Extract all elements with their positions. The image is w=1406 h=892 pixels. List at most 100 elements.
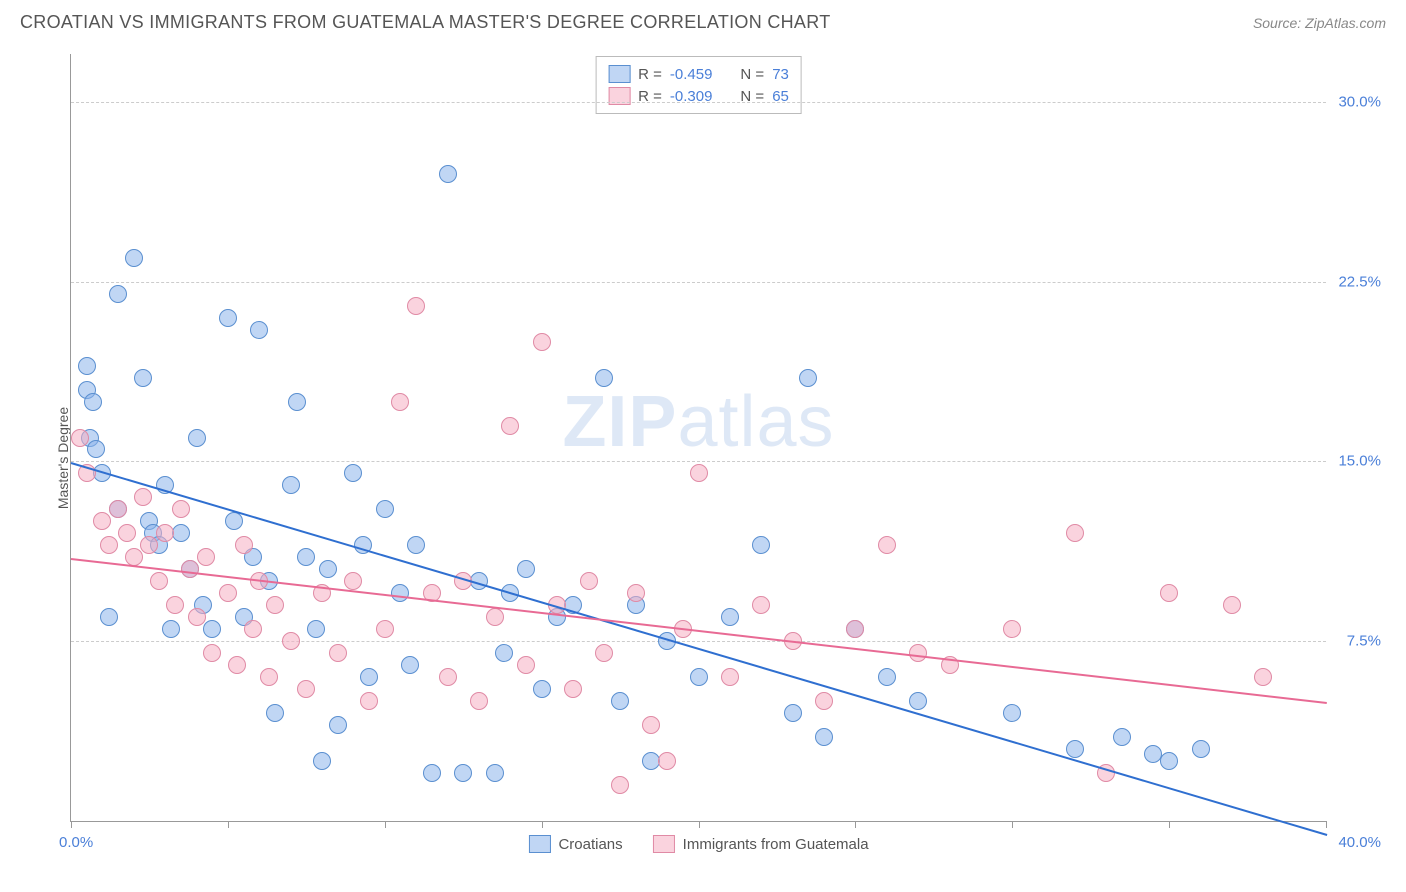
data-point: [454, 764, 472, 782]
legend-series-item: Croatians: [528, 835, 622, 853]
y-tick-label: 22.5%: [1338, 273, 1381, 290]
gridline: [71, 102, 1326, 103]
data-point: [1066, 524, 1084, 542]
chart-title: CROATIAN VS IMMIGRANTS FROM GUATEMALA MA…: [20, 12, 831, 33]
legend-correlation: R =-0.459N =73R =-0.309N =65: [595, 56, 802, 114]
data-point: [319, 560, 337, 578]
gridline: [71, 282, 1326, 283]
data-point: [752, 536, 770, 554]
data-point: [181, 560, 199, 578]
data-point: [134, 369, 152, 387]
legend-series: Croatians Immigrants from Guatemala: [528, 835, 868, 853]
data-point: [909, 644, 927, 662]
data-point: [172, 524, 190, 542]
data-point: [1003, 704, 1021, 722]
data-point: [118, 524, 136, 542]
data-point: [172, 500, 190, 518]
data-point: [344, 464, 362, 482]
data-point: [156, 524, 174, 542]
gridline: [71, 461, 1326, 462]
data-point: [1254, 668, 1272, 686]
data-point: [486, 764, 504, 782]
data-point: [109, 285, 127, 303]
data-point: [93, 512, 111, 530]
data-point: [611, 776, 629, 794]
legend-r-value: -0.459: [670, 66, 713, 83]
data-point: [219, 584, 237, 602]
legend-series-item: Immigrants from Guatemala: [653, 835, 869, 853]
data-point: [1113, 728, 1131, 746]
data-point: [815, 728, 833, 746]
data-point: [611, 692, 629, 710]
data-point: [329, 644, 347, 662]
data-point: [517, 656, 535, 674]
data-point: [878, 536, 896, 554]
trend-line: [71, 462, 1328, 836]
data-point: [533, 333, 551, 351]
data-point: [266, 596, 284, 614]
legend-n-label: N =: [740, 66, 764, 83]
data-point: [627, 584, 645, 602]
data-point: [100, 608, 118, 626]
data-point: [360, 692, 378, 710]
data-point: [162, 620, 180, 638]
data-point: [721, 608, 739, 626]
watermark-zip: ZIP: [562, 382, 677, 462]
data-point: [266, 704, 284, 722]
legend-swatch: [608, 65, 630, 83]
data-point: [1192, 740, 1210, 758]
legend-n-value: 73: [772, 66, 789, 83]
x-min-label: 0.0%: [59, 834, 93, 851]
x-tick: [1012, 821, 1013, 828]
legend-series-name: Immigrants from Guatemala: [683, 836, 869, 853]
data-point: [1066, 740, 1084, 758]
data-point: [423, 764, 441, 782]
data-point: [250, 321, 268, 339]
data-point: [533, 680, 551, 698]
data-point: [721, 668, 739, 686]
data-point: [909, 692, 927, 710]
data-point: [140, 536, 158, 554]
data-point: [260, 668, 278, 686]
data-point: [203, 644, 221, 662]
y-tick-label: 30.0%: [1338, 93, 1381, 110]
x-tick: [699, 821, 700, 828]
data-point: [439, 165, 457, 183]
data-point: [188, 429, 206, 447]
data-point: [391, 584, 409, 602]
data-point: [752, 596, 770, 614]
data-point: [846, 620, 864, 638]
data-point: [307, 620, 325, 638]
data-point: [391, 393, 409, 411]
data-point: [878, 668, 896, 686]
data-point: [150, 572, 168, 590]
data-point: [595, 644, 613, 662]
data-point: [1223, 596, 1241, 614]
data-point: [1160, 584, 1178, 602]
y-tick-label: 15.0%: [1338, 453, 1381, 470]
data-point: [244, 620, 262, 638]
y-tick-label: 7.5%: [1347, 633, 1381, 650]
gridline: [71, 641, 1326, 642]
data-point: [282, 476, 300, 494]
data-point: [313, 752, 331, 770]
source-label: Source: ZipAtlas.com: [1253, 15, 1386, 31]
data-point: [235, 536, 253, 554]
data-point: [188, 608, 206, 626]
data-point: [100, 536, 118, 554]
data-point: [376, 620, 394, 638]
x-tick: [1326, 821, 1327, 828]
data-point: [815, 692, 833, 710]
data-point: [690, 668, 708, 686]
data-point: [580, 572, 598, 590]
data-point: [87, 440, 105, 458]
data-point: [690, 464, 708, 482]
data-point: [166, 596, 184, 614]
header: CROATIAN VS IMMIGRANTS FROM GUATEMALA MA…: [0, 0, 1406, 41]
data-point: [197, 548, 215, 566]
data-point: [1003, 620, 1021, 638]
watermark: ZIPatlas: [562, 381, 834, 463]
x-tick: [71, 821, 72, 828]
data-point: [517, 560, 535, 578]
chart-wrap: Master's Degree ZIPatlas R =-0.459N =73R…: [20, 44, 1386, 872]
